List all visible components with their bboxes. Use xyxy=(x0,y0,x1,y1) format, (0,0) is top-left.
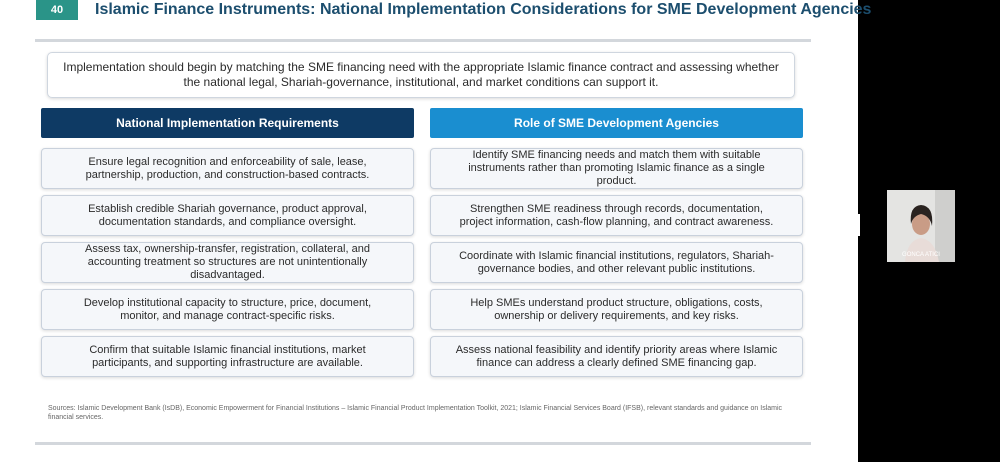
column-header: Role of SME Development Agencies xyxy=(430,108,803,138)
slide-title: Islamic Finance Instruments: National Im… xyxy=(95,1,872,18)
divider xyxy=(35,39,811,42)
intro-box: Implementation should begin by matching … xyxy=(47,52,795,98)
column-item: Establish credible Shariah governance, p… xyxy=(41,195,414,236)
column-item: Help SMEs understand product structure, … xyxy=(430,289,803,330)
column-item: Assess tax, ownership-transfer, registra… xyxy=(41,242,414,283)
column-item: Identify SME financing needs and match t… xyxy=(430,148,803,189)
column-header: National Implementation Requirements xyxy=(41,108,414,138)
splitter[interactable] xyxy=(857,214,860,236)
participant-tile[interactable]: GONCA ATICI xyxy=(887,190,955,262)
column-item: Strengthen SME readiness through records… xyxy=(430,195,803,236)
column-item: Assess national feasibility and identify… xyxy=(430,336,803,377)
column-item: Coordinate with Islamic financial instit… xyxy=(430,242,803,283)
sources: Sources: Islamic Development Bank (IsDB)… xyxy=(48,405,783,421)
slide: 40 Islamic Finance Instruments: National… xyxy=(0,0,871,462)
slide-number: 40 xyxy=(36,0,78,20)
participant-name: GONCA ATICI xyxy=(902,252,940,258)
column-item: Ensure legal recognition and enforceabil… xyxy=(41,148,414,189)
column-item: Confirm that suitable Islamic financial … xyxy=(41,336,414,377)
participant-video xyxy=(887,190,955,262)
divider xyxy=(35,442,811,445)
column-item: Develop institutional capacity to struct… xyxy=(41,289,414,330)
